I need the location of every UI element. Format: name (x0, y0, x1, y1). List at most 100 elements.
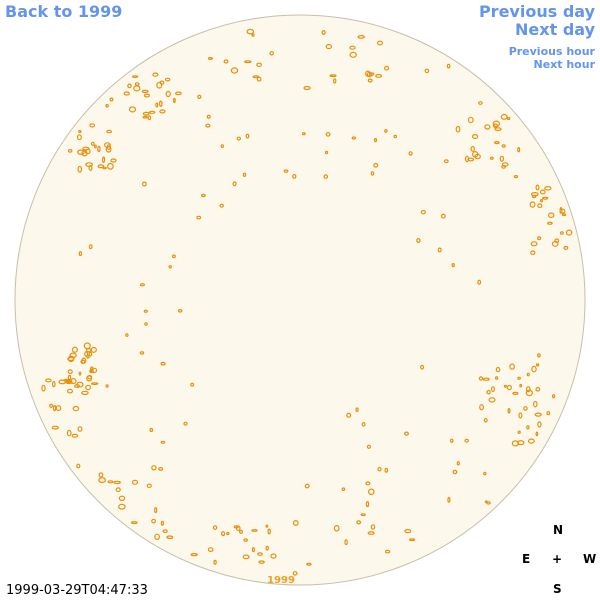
contour (535, 386, 541, 392)
contour (89, 123, 96, 128)
contour (530, 241, 538, 247)
compass-south: S (553, 582, 562, 596)
contour (478, 376, 484, 381)
contour (219, 203, 224, 208)
contour (452, 469, 458, 475)
contour (98, 477, 106, 484)
previous-day-link[interactable]: Previous day (478, 2, 595, 21)
contour (107, 480, 114, 484)
contour (151, 518, 157, 524)
contour (177, 308, 183, 313)
contour (133, 85, 141, 92)
contour (149, 427, 154, 433)
contour (118, 495, 126, 501)
contour (483, 418, 488, 423)
contour (373, 138, 378, 143)
contour (357, 35, 365, 39)
contour (154, 533, 161, 541)
contour (78, 129, 82, 134)
contour (190, 382, 195, 387)
contour (147, 115, 152, 121)
previous-hour-link[interactable]: Previous hour (508, 45, 595, 58)
contour (565, 229, 573, 236)
contour (97, 145, 101, 153)
contour (341, 487, 346, 492)
contour (118, 503, 126, 510)
contour (175, 91, 182, 96)
contour (171, 254, 176, 259)
contour (270, 553, 277, 559)
contour (537, 353, 541, 358)
contour (531, 194, 537, 199)
contour (503, 384, 507, 388)
contour (220, 144, 224, 149)
contour (146, 483, 152, 488)
contour (517, 430, 521, 434)
contour (148, 110, 156, 114)
disk-label: 1999 (267, 575, 295, 586)
contour (159, 109, 166, 114)
contour (66, 388, 73, 394)
contour (420, 364, 425, 370)
contour (141, 89, 149, 94)
contour (455, 125, 461, 133)
contour (303, 85, 311, 91)
contour (517, 146, 521, 153)
contour (132, 75, 139, 78)
contour (77, 165, 83, 173)
contour (141, 181, 147, 187)
contour (90, 346, 97, 353)
contour (105, 103, 109, 108)
contour (239, 529, 244, 534)
contour (81, 357, 87, 364)
contour (72, 405, 80, 412)
contour (367, 531, 375, 535)
contour (325, 132, 331, 137)
contour (156, 81, 163, 89)
contour (151, 465, 157, 471)
contour (321, 30, 326, 36)
contour (196, 215, 202, 220)
contour (164, 77, 171, 82)
contour (539, 189, 546, 195)
back-link[interactable]: Back to 1999 (5, 2, 123, 21)
contour (212, 525, 218, 530)
contour (265, 545, 269, 551)
contour (88, 351, 93, 357)
contour (329, 74, 337, 78)
contour (232, 181, 237, 187)
next-day-link[interactable]: Next day (515, 20, 595, 39)
contour (115, 487, 121, 493)
contour (486, 501, 491, 505)
contour (474, 153, 481, 160)
contour (166, 535, 174, 540)
contour (236, 136, 241, 141)
contour (160, 520, 164, 526)
contour (518, 412, 523, 419)
contour (143, 93, 150, 98)
contour (51, 381, 56, 388)
contour (41, 384, 46, 392)
contour (78, 371, 82, 376)
contour (97, 164, 105, 169)
contour (495, 366, 501, 373)
contour (349, 45, 356, 50)
contour (233, 525, 239, 529)
contour (65, 379, 70, 384)
contour (221, 530, 226, 537)
contour (519, 383, 523, 388)
contour (479, 404, 485, 411)
contour (551, 240, 559, 247)
next-hour-link[interactable]: Next hour (533, 58, 596, 71)
contour (486, 389, 491, 395)
contour (76, 463, 81, 469)
contour (404, 431, 410, 436)
contour (160, 361, 166, 366)
contour (200, 193, 206, 198)
contour (467, 157, 475, 162)
contour (325, 43, 332, 50)
contour (535, 363, 540, 367)
contour (76, 381, 84, 388)
contour (244, 60, 252, 64)
contour (159, 100, 163, 107)
